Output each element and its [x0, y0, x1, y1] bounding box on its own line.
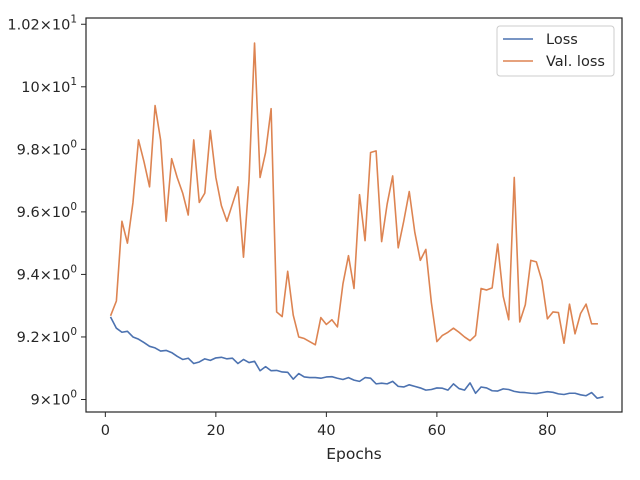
y-tick-mantissa: 9.6 [17, 205, 40, 221]
y-tick-base: 10 [52, 142, 70, 158]
x-axis: 0 20 40 60 80 [101, 412, 557, 439]
x-tick-label: 0 [101, 423, 110, 439]
y-tick-exponent: 1 [70, 76, 77, 88]
y-tick-times: × [40, 392, 52, 408]
x-tick-label: 40 [317, 423, 335, 439]
y-tick-exponent: 0 [70, 263, 77, 275]
y-tick-times: × [40, 17, 52, 33]
y-tick-mantissa: 10 [21, 80, 39, 96]
y-tick-base: 10 [52, 17, 70, 33]
axes-frame [85, 17, 623, 413]
x-tick-label: 80 [538, 423, 556, 439]
x-tick-label: 20 [207, 423, 225, 439]
y-tick-times: × [40, 267, 52, 283]
series-line-loss [109, 316, 604, 400]
y-tick-base: 10 [52, 267, 70, 283]
plot-area [85, 17, 623, 413]
y-tick-label: 9.2×100 [17, 326, 77, 346]
y-tick-mantissa: 1.02 [7, 17, 39, 33]
y-tick-label: 10×101 [21, 76, 77, 96]
y-tick-times: × [40, 205, 52, 221]
y-tick-exponent: 0 [70, 388, 77, 400]
y-tick-base: 10 [52, 392, 70, 408]
y-tick-times: × [40, 330, 52, 346]
y-tick-exponent: 0 [70, 326, 77, 338]
y-tick-label: 9.4×100 [17, 263, 77, 283]
y-tick-exponent: 0 [70, 138, 77, 150]
y-tick-exponent: 1 [70, 13, 77, 25]
y-tick-mantissa: 9 [30, 392, 39, 408]
y-tick-mantissa: 9.2 [17, 330, 40, 346]
y-tick-times: × [40, 142, 52, 158]
y-tick-label: 9×100 [30, 388, 77, 408]
y-tick-label: 9.8×100 [17, 138, 77, 158]
y-tick-exponent: 0 [70, 201, 77, 213]
y-tick-mantissa: 9.8 [17, 142, 40, 158]
y-tick-base: 10 [52, 205, 70, 221]
y-tick-label: 1.02×101 [7, 13, 77, 33]
legend: Loss Val. loss [496, 25, 615, 77]
y-axis: 9×1009.2×1009.4×1009.6×1009.8×10010×1011… [7, 13, 86, 408]
legend-label-val-loss: Val. loss [546, 54, 605, 70]
x-axis-label: Epochs [326, 445, 382, 463]
x-tick-label: 60 [428, 423, 446, 439]
y-tick-base: 10 [52, 330, 70, 346]
y-tick-base: 10 [52, 80, 70, 96]
y-tick-mantissa: 9.4 [17, 267, 40, 283]
y-tick-times: × [40, 80, 52, 96]
legend-label-loss: Loss [546, 32, 578, 48]
series-line-val-loss [109, 42, 598, 346]
y-tick-label: 9.6×100 [17, 201, 77, 221]
